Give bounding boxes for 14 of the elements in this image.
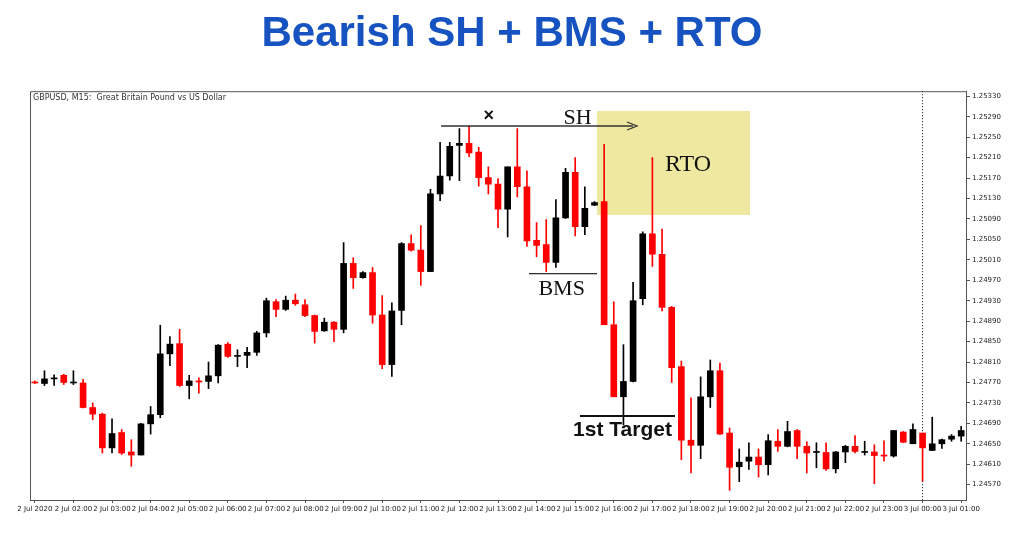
- candlestick: [861, 440, 869, 456]
- annotation: ×: [483, 105, 494, 126]
- candlestick: [243, 346, 251, 368]
- candlestick: [803, 441, 811, 474]
- chart-subtitle: GBPUSD, M15: Great Britain Pound vs US Dollar: [33, 93, 227, 103]
- annotation: SH: [563, 103, 592, 129]
- candlestick: [687, 397, 695, 474]
- candlestick: [185, 374, 193, 400]
- candlestick: [928, 416, 936, 451]
- chart-title: Bearish SH + BMS + RTO: [260, 8, 764, 56]
- annotation: BMS: [538, 275, 585, 301]
- candlestick: [735, 448, 743, 482]
- annotation: 1st Target: [573, 416, 672, 440]
- annotation: RTO: [664, 150, 712, 177]
